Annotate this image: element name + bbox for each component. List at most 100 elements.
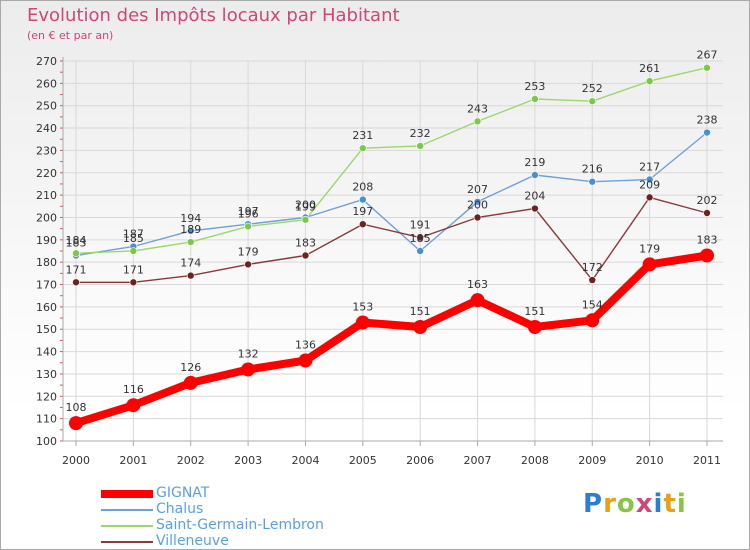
data-point — [244, 222, 252, 231]
data-label: 172 — [582, 261, 603, 274]
data-point — [298, 353, 313, 368]
x-tick-label: 2004 — [291, 454, 319, 467]
y-tick-label: 240 — [36, 122, 57, 135]
data-point — [129, 278, 138, 287]
data-label: 194 — [180, 212, 201, 225]
data-label: 183 — [66, 236, 87, 249]
data-label: 199 — [295, 201, 316, 214]
data-label: 261 — [639, 62, 660, 75]
data-point — [645, 193, 654, 202]
legend-swatch — [101, 509, 153, 511]
proxiti-logo: Proxiti — [583, 489, 687, 519]
data-label: 154 — [582, 298, 603, 311]
data-point — [645, 77, 654, 85]
data-point — [642, 257, 657, 272]
x-tick-label: 2010 — [636, 454, 664, 467]
data-point — [186, 227, 195, 235]
data-point — [531, 95, 539, 103]
series-line-gignat — [72, 251, 711, 428]
data-label: 153 — [352, 301, 373, 314]
x-tick-label: 2007 — [464, 454, 492, 467]
data-label: 253 — [524, 80, 545, 93]
data-point — [416, 142, 424, 150]
y-tick-label: 210 — [36, 189, 57, 202]
data-label: 209 — [639, 178, 660, 191]
data-point — [700, 248, 714, 263]
series-line-villeneuve — [75, 196, 708, 283]
data-point — [416, 233, 424, 242]
x-tick-label: 2003 — [234, 454, 262, 467]
y-tick-label: 110 — [36, 413, 57, 426]
data-point — [359, 195, 367, 204]
data-label: 151 — [524, 305, 545, 318]
data-label: 217 — [639, 160, 660, 173]
data-label: 136 — [295, 339, 316, 352]
x-tick-label: 2009 — [578, 454, 606, 467]
data-point — [473, 117, 482, 126]
data-point — [359, 144, 367, 152]
data-label: 231 — [352, 129, 373, 142]
series-line-chalus — [75, 131, 708, 257]
data-label: 132 — [238, 347, 259, 360]
data-point — [470, 293, 485, 308]
series-lines — [72, 66, 711, 428]
data-point — [241, 362, 256, 377]
data-label: 187 — [123, 228, 144, 241]
data-label: 267 — [697, 49, 718, 62]
data-point — [355, 315, 370, 330]
data-label: 202 — [697, 194, 718, 207]
data-point — [72, 249, 80, 258]
data-label: 204 — [524, 190, 545, 203]
data-point — [301, 251, 310, 260]
data-point — [186, 271, 195, 280]
data-label: 232 — [410, 127, 431, 140]
data-label: 208 — [352, 181, 373, 194]
legend-label: Villeneuve — [156, 533, 229, 549]
data-label: 151 — [410, 305, 431, 318]
y-tick-label: 230 — [36, 144, 57, 157]
legend-label: GIGNAT — [156, 485, 210, 501]
legend-label: Saint-Germain-Lembron — [156, 517, 324, 533]
series-line-saint-germain-lembron — [75, 66, 708, 254]
data-point — [588, 177, 597, 186]
data-point — [359, 220, 367, 228]
series-markers — [69, 63, 714, 431]
data-label: 200 — [467, 198, 488, 211]
data-point — [588, 97, 597, 106]
x-tick-label: 2008 — [521, 454, 549, 467]
data-point — [703, 63, 711, 72]
data-label: 185 — [123, 232, 144, 245]
data-label: 243 — [467, 102, 488, 115]
x-tick-label: 2005 — [349, 454, 377, 467]
data-label: 197 — [352, 205, 373, 218]
data-label: 179 — [238, 245, 259, 258]
legend-item: GIGNAT — [101, 486, 401, 502]
data-label: 163 — [467, 278, 488, 291]
data-point — [473, 213, 482, 222]
data-label: 174 — [180, 257, 201, 270]
legend-swatch — [101, 525, 153, 527]
y-tick-label: 220 — [36, 167, 57, 180]
data-point — [703, 128, 711, 137]
data-label: 184 — [66, 234, 87, 247]
y-tick-label: 130 — [36, 368, 57, 381]
legend-label: Chalus — [156, 501, 204, 517]
data-label: 183 — [697, 233, 718, 246]
data-point — [186, 238, 195, 246]
chart-subtitle: (en € et par an) — [27, 29, 114, 42]
data-label: 108 — [66, 401, 87, 414]
data-label: 207 — [467, 183, 488, 196]
y-tick-label: 100 — [36, 435, 57, 448]
data-point — [301, 215, 310, 224]
data-point — [473, 198, 482, 206]
data-point — [129, 247, 138, 255]
y-tick-label: 190 — [36, 234, 57, 247]
y-tick-label: 180 — [36, 256, 57, 269]
data-label: 238 — [697, 114, 718, 127]
data-label: 252 — [582, 82, 603, 95]
data-label: 216 — [582, 163, 603, 176]
data-point — [244, 260, 252, 269]
data-point — [126, 398, 141, 413]
